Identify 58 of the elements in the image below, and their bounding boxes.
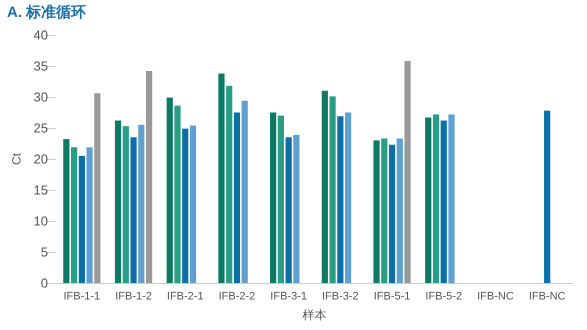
bar — [166, 98, 173, 283]
x-tick-label: IFB-5-2 — [425, 290, 462, 302]
bar — [146, 70, 152, 283]
x-tick-label: IFB-3-2 — [322, 290, 359, 302]
y-tick-label: 35 — [34, 58, 48, 74]
x-tick-label: IFB-2-1 — [166, 290, 204, 302]
bar — [544, 110, 550, 283]
x-tick-label: IFB-1-1 — [64, 290, 100, 302]
bar — [114, 120, 122, 283]
bar — [388, 144, 396, 283]
bar — [396, 138, 403, 283]
x-tick-label: IFB-NC — [477, 290, 514, 302]
y-axis-title: Ct — [10, 152, 24, 165]
bar — [329, 96, 336, 283]
bar — [218, 73, 225, 283]
x-tick-label: IFB-2-2 — [218, 290, 256, 302]
y-tick-label: 25 — [34, 120, 48, 136]
bar — [70, 147, 78, 283]
y-tick-label: 20 — [34, 152, 48, 166]
bar — [381, 138, 388, 283]
bar — [94, 93, 100, 283]
y-tick-label: 10 — [34, 214, 48, 228]
bar — [448, 114, 455, 283]
bar — [322, 90, 328, 283]
bar — [373, 140, 380, 283]
bar — [226, 86, 232, 283]
bar — [242, 100, 248, 283]
bar — [425, 117, 432, 283]
bar — [337, 116, 344, 283]
y-tick-label: 40 — [34, 28, 48, 42]
bar — [404, 61, 411, 283]
y-tick-label: 0 — [40, 276, 48, 290]
y-tick-label: 30 — [34, 90, 48, 104]
bar — [345, 112, 352, 283]
y-tick-label: 5 — [40, 244, 48, 260]
bar — [286, 137, 292, 283]
bar — [440, 120, 447, 283]
bar — [138, 124, 144, 283]
x-tick-label: IFB-NC — [528, 290, 566, 302]
bar — [190, 126, 196, 283]
bar — [78, 156, 85, 283]
bar — [122, 126, 129, 283]
x-axis-title: 样本 — [302, 308, 326, 322]
x-tick-label: IFB-1-2 — [115, 290, 152, 302]
bar — [293, 134, 300, 283]
bar — [182, 128, 188, 283]
chart-title: A. 标准循环 — [7, 4, 86, 21]
bar — [234, 112, 240, 283]
bar — [278, 116, 284, 283]
bar — [86, 147, 93, 283]
bar — [174, 106, 181, 283]
bar — [130, 137, 137, 283]
y-tick-label: 15 — [34, 182, 48, 198]
bar — [270, 112, 276, 283]
x-tick-label: IFB-5-1 — [374, 290, 410, 302]
bar — [432, 114, 440, 283]
bar — [63, 139, 70, 283]
x-tick-label: IFB-3-1 — [270, 290, 307, 302]
